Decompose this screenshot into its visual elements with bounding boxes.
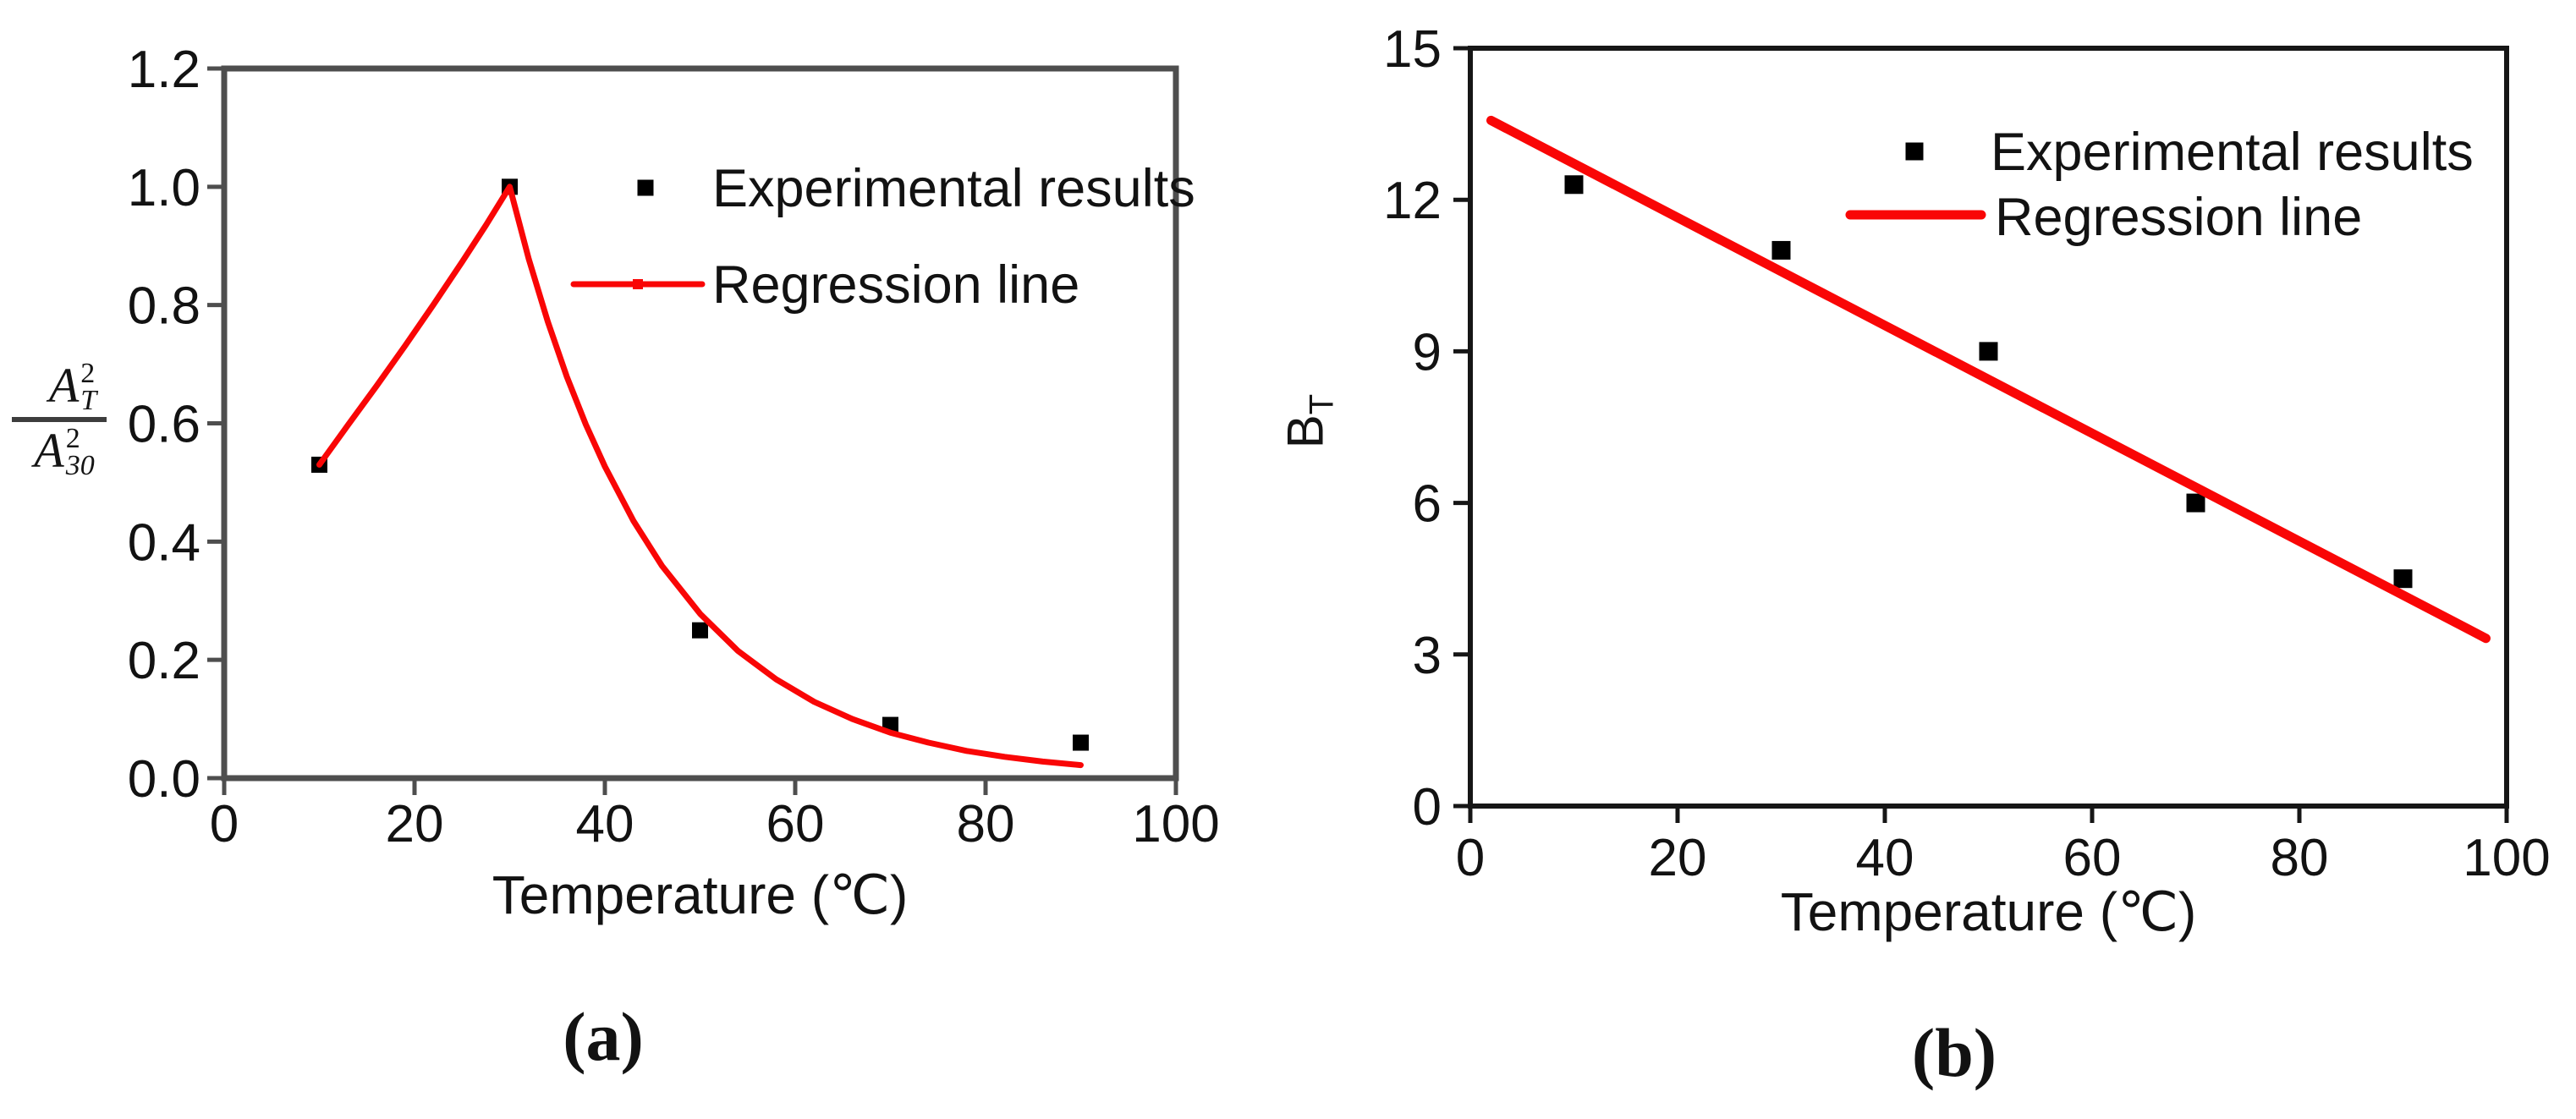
bt-subscript: T — [1303, 393, 1341, 415]
x-axis-tick-label: 80 — [957, 795, 1015, 853]
x-axis-title: Temperature (℃) — [492, 864, 909, 925]
regression-line — [316, 184, 1084, 769]
legend-label-regression: Regression line — [712, 255, 1079, 315]
y-axis-tick-label: 0.2 — [128, 632, 200, 690]
y-axis-tick-label: 1.2 — [128, 41, 200, 99]
y-axis-tick-label: 0.4 — [128, 513, 200, 572]
y-axis-tick-label: 0 — [1413, 778, 1442, 837]
chart-a: 0 20 40 60 80 100 0.0 0.2 0.4 0.6 0.8 1.0 1.2 Experim… — [128, 41, 1220, 1075]
numerator-base: A — [48, 358, 80, 414]
experimental-point — [1564, 175, 1584, 195]
denominator-base: A — [34, 422, 64, 478]
x-axis-tick-label: 80 — [2271, 829, 2329, 887]
legend: Experimental results Regression line — [1845, 123, 2474, 247]
x-axis-tick-label: 20 — [1649, 829, 1707, 887]
legend: Experimental results Regression line — [570, 159, 1195, 315]
chart-caption: (b) — [1912, 1014, 1997, 1091]
fraction-denominator: A 2 30 — [17, 422, 112, 481]
regression-line — [1486, 115, 2491, 644]
numerator-superscript: 2 — [80, 358, 96, 389]
legend-label-regression: Regression line — [1995, 188, 2362, 247]
fraction-bar — [12, 416, 107, 422]
chart-a-y-axis-label: A 2 T A 2 30 — [12, 358, 112, 481]
y-axis-tick-label: 6 — [1413, 475, 1442, 534]
y-axis-tick-label: 0.8 — [128, 277, 200, 336]
x-axis-tick-label: 40 — [1856, 829, 1914, 887]
legend-square-marker-icon — [1905, 142, 1924, 161]
y-axis-tick-label: 1.0 — [128, 159, 200, 217]
x-axis-tick-label: 100 — [2463, 829, 2550, 887]
y-axis-tick-label: 9 — [1413, 323, 1442, 381]
legend-label-experimental: Experimental results — [712, 159, 1195, 218]
x-axis-tick-label: 100 — [1132, 795, 1219, 853]
chart-b-y-axis-label: BT — [1277, 393, 1341, 448]
y-axis-tick-label: 0.0 — [128, 750, 200, 809]
experimental-point — [2186, 493, 2205, 513]
experimental-point — [1073, 734, 1089, 751]
legend-square-marker-icon — [637, 179, 654, 196]
fraction-numerator: A 2 T — [34, 358, 112, 417]
x-axis-tick-label: 60 — [2063, 829, 2122, 887]
y-axis-tick-label: 3 — [1413, 627, 1442, 685]
plot-frame — [1468, 46, 2509, 809]
bt-base: B — [1277, 414, 1334, 449]
legend-label-experimental: Experimental results — [1991, 123, 2474, 182]
experimental-point — [2393, 569, 2413, 589]
x-axis-title: Temperature (℃) — [1781, 881, 2197, 942]
experimental-point — [1979, 342, 1998, 361]
experimental-point — [1771, 240, 1791, 260]
x-axis-tick-label: 40 — [576, 795, 634, 853]
numerator-subscript: T — [80, 385, 97, 417]
x-axis-tick-label: 60 — [766, 795, 825, 853]
x-axis-tick-label: 0 — [210, 795, 239, 853]
experimental-point — [692, 622, 708, 639]
chart-caption: (a) — [563, 998, 644, 1075]
x-axis-tick-label: 0 — [1456, 829, 1485, 887]
denominator-subscript: 30 — [65, 449, 95, 481]
x-axis-tick-label: 20 — [386, 795, 444, 853]
y-axis-tick-label: 12 — [1383, 172, 1442, 230]
legend-line-dot-icon — [633, 279, 643, 289]
chart-b: 0 20 40 60 80 100 0 3 6 9 12 15 Experimental results… — [1383, 20, 2551, 1091]
denominator-superscript: 2 — [65, 422, 80, 454]
y-axis-tick-label: 0.6 — [128, 396, 200, 454]
y-axis-tick-label: 15 — [1383, 20, 1442, 79]
